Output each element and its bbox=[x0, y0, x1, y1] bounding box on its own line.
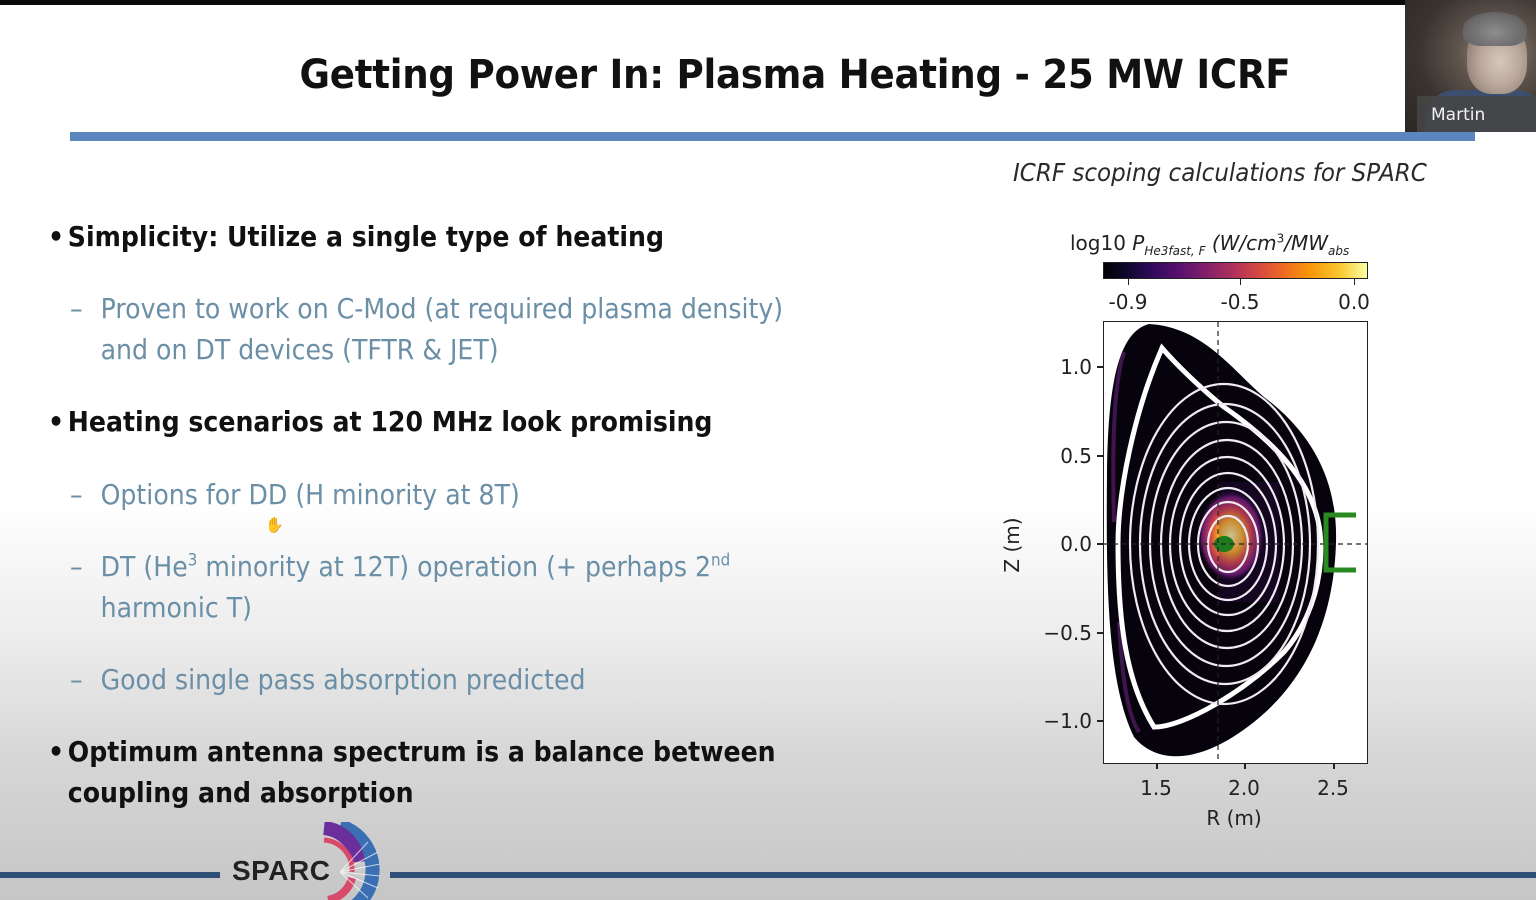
colorbar-tick bbox=[1354, 279, 1355, 285]
bullet-text-cont: coupling and absorption bbox=[67, 776, 414, 809]
sub-bullet-text: Options for DD (H minority at 8T) bbox=[100, 478, 520, 511]
colorbar-title-var: P bbox=[1132, 231, 1145, 255]
colorbar-tick bbox=[1240, 279, 1241, 285]
x-tick-label: 1.5 bbox=[1140, 776, 1172, 800]
colorbar-units: /MW bbox=[1284, 231, 1329, 255]
participant-video-hair bbox=[1463, 12, 1527, 46]
colorbar-units: (W/cm bbox=[1205, 231, 1277, 255]
colorbar-title-prefix: log10 bbox=[1070, 231, 1133, 255]
sub-bullet-text: Good single pass absorption predicted bbox=[100, 663, 586, 696]
y-tick bbox=[1097, 543, 1103, 545]
sparc-logo-text: SPARC bbox=[232, 855, 331, 886]
dash-icon: – bbox=[70, 478, 83, 511]
bullet-text: Heating scenarios at 120 MHz look promis… bbox=[67, 405, 713, 438]
plasma-cross-section-plot bbox=[1103, 321, 1368, 764]
bullet-dot-icon: • bbox=[48, 735, 65, 768]
sub-bullet-text-cont: harmonic T) bbox=[100, 591, 252, 624]
sub-bullet-text: Proven to work on C-Mod (at required pla… bbox=[100, 292, 784, 325]
participant-video-tile[interactable]: Martin bbox=[1405, 0, 1536, 132]
sub-bullet-proven: – Proven to work on C-Mod (at required pl… bbox=[70, 288, 783, 370]
bullet-dot-icon: • bbox=[48, 405, 65, 438]
x-tick bbox=[1333, 763, 1335, 769]
colorbar-title-sub: He3fast, F bbox=[1144, 244, 1206, 258]
sub-bullet-text-cont: and on DT devices (TFTR & JET) bbox=[100, 333, 499, 366]
y-tick-label: 0.0 bbox=[1060, 532, 1092, 556]
x-tick bbox=[1244, 763, 1246, 769]
sparc-logo-icon bbox=[322, 822, 381, 900]
y-tick-label: −0.5 bbox=[1043, 621, 1092, 645]
colorbar-tick bbox=[1128, 279, 1129, 285]
figure-caption: ICRF scoping calculations for SPARC bbox=[1013, 158, 1427, 187]
colorbar bbox=[1103, 262, 1368, 279]
bullet-antenna-spectrum: • Optimum antenna spectrum is a balance b… bbox=[48, 731, 776, 813]
bullet-text: Simplicity: Utilize a single type of hea… bbox=[67, 220, 665, 253]
x-tick-label: 2.5 bbox=[1317, 776, 1349, 800]
hand-cursor-icon: ✋ bbox=[265, 517, 284, 534]
superscript: nd bbox=[711, 549, 731, 570]
footer-rule-left bbox=[0, 872, 220, 878]
y-tick-label: −1.0 bbox=[1043, 709, 1092, 733]
sub-bullet-text: minority at 12T) operation (+ perhaps 2 bbox=[197, 550, 712, 583]
colorbar-units-sub: abs bbox=[1328, 244, 1350, 258]
bullet-heating-scenarios: • Heating scenarios at 120 MHz look promi… bbox=[48, 401, 712, 442]
superscript: 3 bbox=[187, 549, 198, 570]
colorbar-tick-label: -0.9 bbox=[1108, 290, 1148, 314]
y-tick-label: 1.0 bbox=[1060, 355, 1092, 379]
y-tick bbox=[1097, 455, 1103, 457]
dash-icon: – bbox=[70, 292, 83, 325]
slide-title: Getting Power In: Plasma Heating - 25 MW… bbox=[299, 52, 1291, 98]
bullet-dot-icon: • bbox=[48, 220, 65, 253]
colorbar-tick-label: -0.5 bbox=[1220, 290, 1260, 314]
bullet-text: Optimum antenna spectrum is a balance be… bbox=[67, 735, 776, 768]
y-tick-label: 0.5 bbox=[1060, 444, 1092, 468]
sub-bullet-absorption: – Good single pass absorption predicted bbox=[70, 659, 585, 700]
x-tick-label: 2.0 bbox=[1228, 776, 1260, 800]
sub-bullet-text: DT (He bbox=[100, 550, 188, 583]
y-axis-label: Z (m) bbox=[1000, 517, 1024, 573]
y-tick bbox=[1097, 720, 1103, 722]
plasma-heatmap-graphic bbox=[1104, 322, 1367, 763]
dash-icon: – bbox=[70, 550, 83, 583]
title-divider bbox=[70, 132, 1475, 141]
video-top-bar bbox=[0, 0, 1536, 5]
colorbar-units-sup: 3 bbox=[1276, 231, 1285, 246]
x-axis-label: R (m) bbox=[1206, 806, 1262, 830]
colorbar-tick-label: 0.0 bbox=[1338, 290, 1370, 314]
participant-name: Martin bbox=[1431, 105, 1486, 125]
colorbar-title: log10 PHe3fast, F (W/cm3/MWabs bbox=[1070, 231, 1388, 258]
sub-bullet-dd-options: – Options for DD (H minority at 8T) bbox=[70, 474, 520, 515]
y-tick bbox=[1097, 366, 1103, 368]
x-tick bbox=[1156, 763, 1158, 769]
participant-name-plate bbox=[1417, 96, 1536, 132]
dash-icon: – bbox=[70, 663, 83, 696]
footer-rule-right bbox=[390, 872, 1536, 878]
y-tick bbox=[1097, 632, 1103, 634]
sub-bullet-dt-operation: – DT (He3 minority at 12T) operation (+ p… bbox=[70, 546, 730, 628]
bullet-simplicity: • Simplicity: Utilize a single type of he… bbox=[48, 216, 664, 257]
